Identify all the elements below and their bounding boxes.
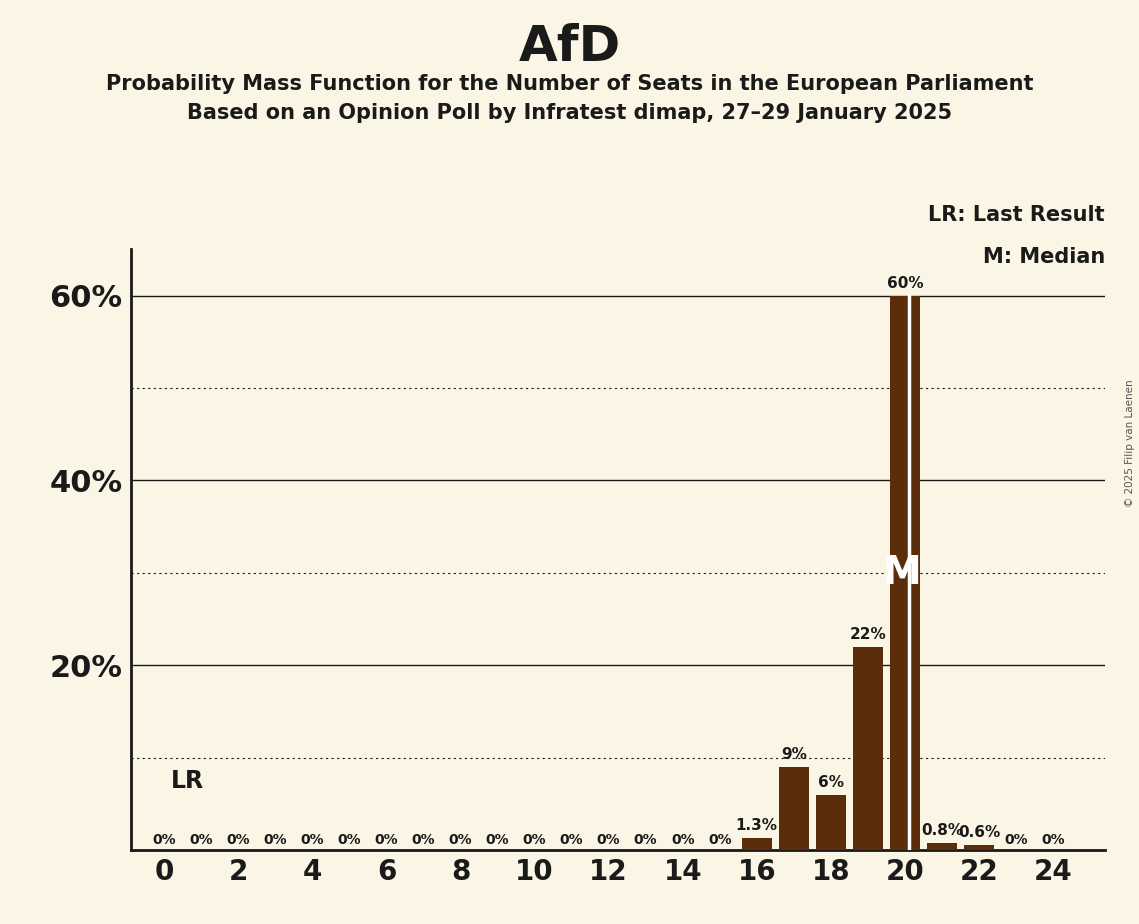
Text: 0%: 0% xyxy=(523,833,547,847)
Text: M: M xyxy=(883,553,921,592)
Text: 0%: 0% xyxy=(1041,833,1065,847)
Bar xyxy=(890,296,919,850)
Text: © 2025 Filip van Laenen: © 2025 Filip van Laenen xyxy=(1125,380,1134,507)
Bar xyxy=(964,845,993,850)
Text: 0.6%: 0.6% xyxy=(958,825,1000,840)
Text: 0%: 0% xyxy=(708,833,731,847)
Text: 0%: 0% xyxy=(227,833,251,847)
Text: 0%: 0% xyxy=(337,833,361,847)
Text: LR: Last Result: LR: Last Result xyxy=(928,205,1105,225)
Text: 0%: 0% xyxy=(263,833,287,847)
Text: LR: LR xyxy=(171,769,204,793)
Text: 0%: 0% xyxy=(671,833,695,847)
Bar xyxy=(816,795,845,850)
Text: 0%: 0% xyxy=(153,833,177,847)
Text: 0%: 0% xyxy=(559,833,583,847)
Text: 6%: 6% xyxy=(818,775,844,790)
Text: 9%: 9% xyxy=(781,748,806,762)
Text: 0%: 0% xyxy=(301,833,325,847)
Bar xyxy=(779,767,809,850)
Text: Based on an Opinion Poll by Infratest dimap, 27–29 January 2025: Based on an Opinion Poll by Infratest di… xyxy=(187,103,952,124)
Text: Probability Mass Function for the Number of Seats in the European Parliament: Probability Mass Function for the Number… xyxy=(106,74,1033,94)
Text: 1.3%: 1.3% xyxy=(736,819,778,833)
Text: 0%: 0% xyxy=(375,833,399,847)
Bar xyxy=(927,843,957,850)
Text: 0%: 0% xyxy=(189,833,213,847)
Bar xyxy=(853,647,883,850)
Text: 0%: 0% xyxy=(411,833,435,847)
Text: 0%: 0% xyxy=(485,833,509,847)
Text: 0%: 0% xyxy=(1005,833,1027,847)
Text: AfD: AfD xyxy=(518,23,621,71)
Text: M: Median: M: Median xyxy=(983,248,1105,268)
Text: 22%: 22% xyxy=(850,627,886,642)
Text: 0%: 0% xyxy=(634,833,657,847)
Text: 0.8%: 0.8% xyxy=(920,823,962,838)
Text: 0%: 0% xyxy=(597,833,621,847)
Bar xyxy=(741,838,771,850)
Text: 0%: 0% xyxy=(449,833,473,847)
Text: 60%: 60% xyxy=(886,276,924,291)
